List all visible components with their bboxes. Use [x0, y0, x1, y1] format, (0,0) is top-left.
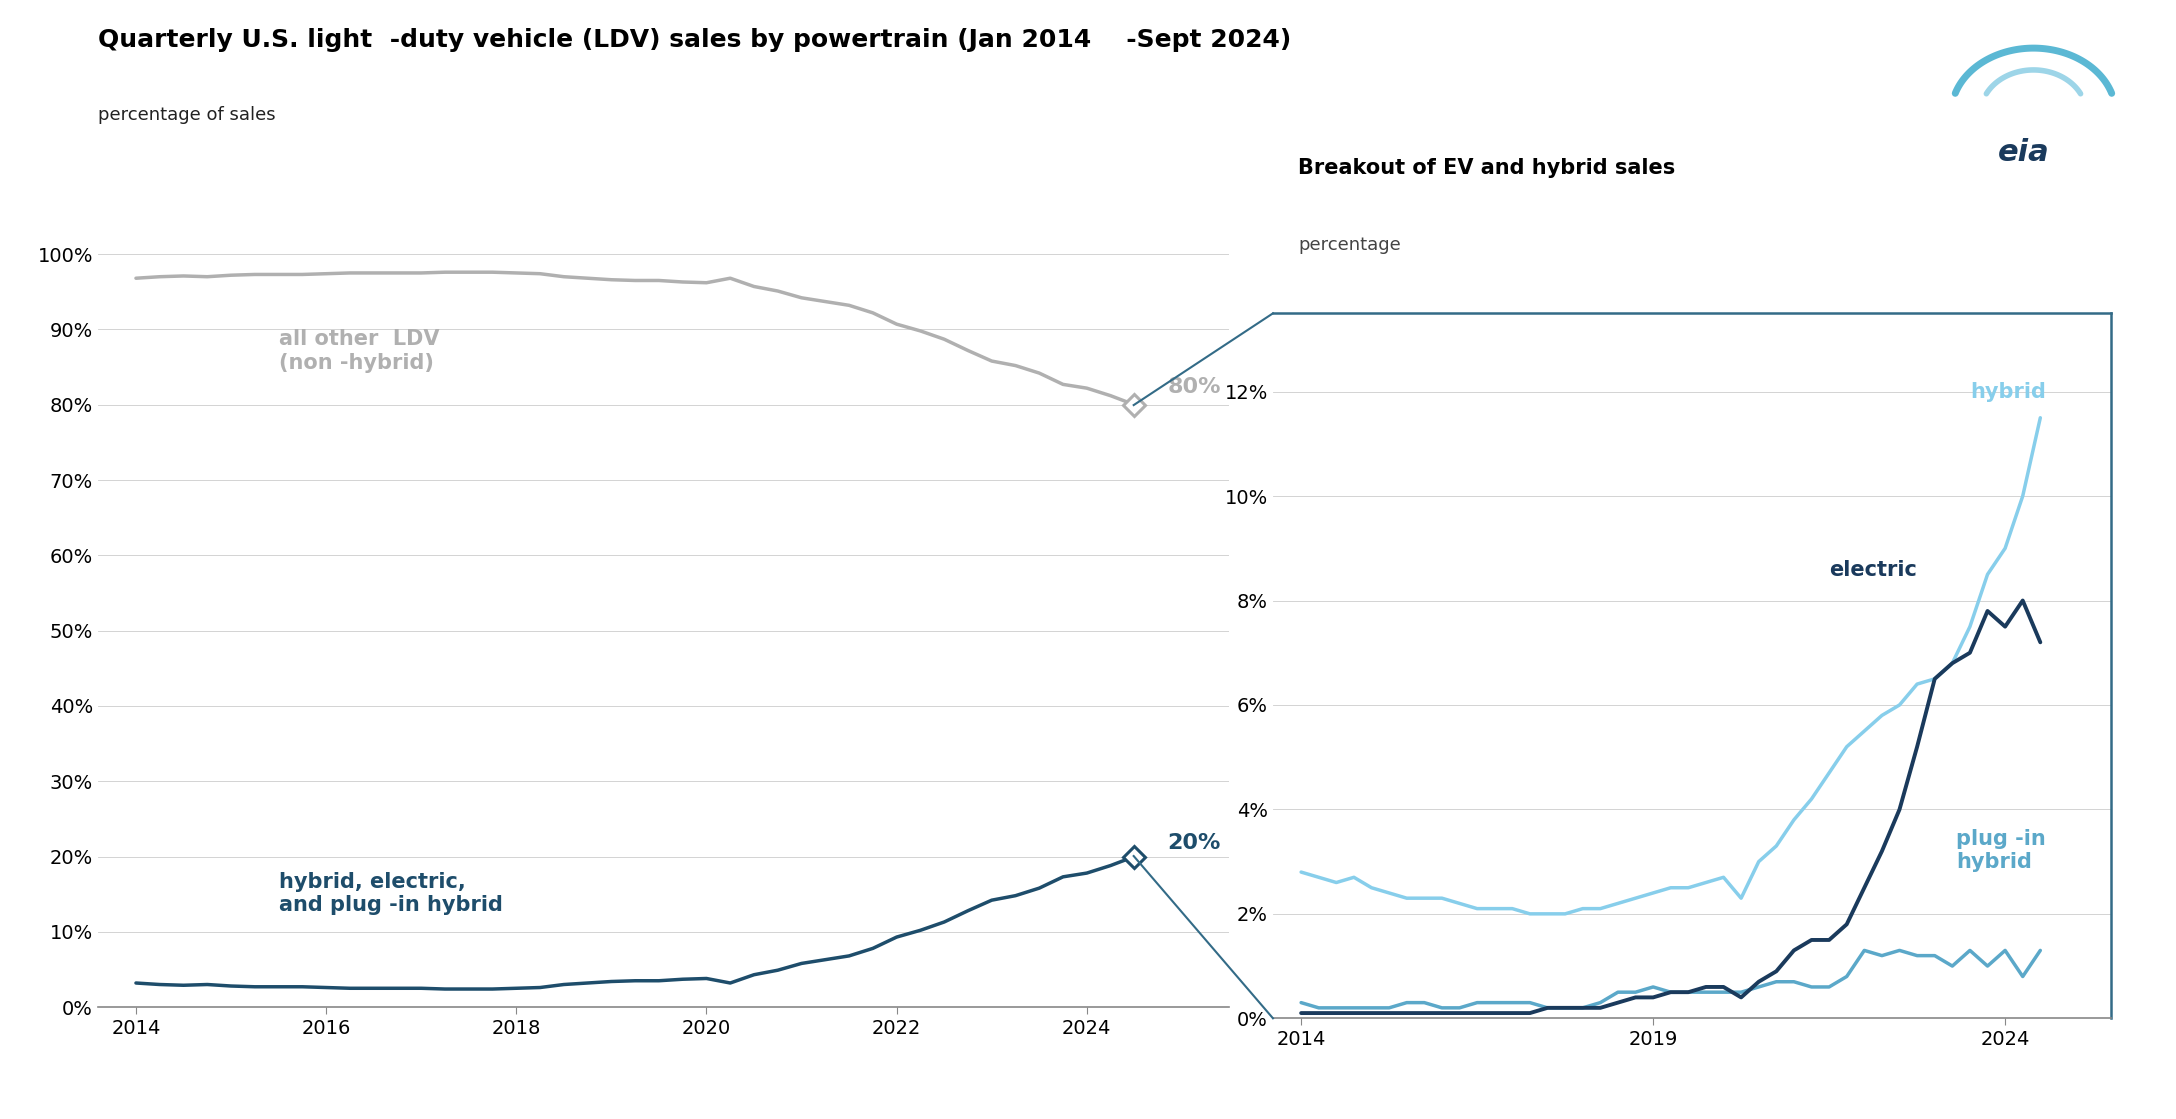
- Text: plug -in
hybrid: plug -in hybrid: [1956, 829, 2045, 872]
- Text: Breakout of EV and hybrid sales: Breakout of EV and hybrid sales: [1299, 158, 1676, 178]
- Text: electric: electric: [1830, 560, 1917, 580]
- Text: 20%: 20%: [1169, 833, 1221, 853]
- Text: Quarterly U.S. light  -duty vehicle (LDV) sales by powertrain (Jan 2014    -Sept: Quarterly U.S. light -duty vehicle (LDV)…: [98, 28, 1290, 51]
- Text: all other  LDV
(non -hybrid): all other LDV (non -hybrid): [279, 329, 440, 373]
- Text: percentage of sales: percentage of sales: [98, 106, 276, 124]
- Text: hybrid, electric,
and plug -in hybrid: hybrid, electric, and plug -in hybrid: [279, 872, 503, 914]
- Text: eia: eia: [1998, 139, 2050, 168]
- Text: hybrid: hybrid: [1969, 382, 2045, 402]
- Text: 80%: 80%: [1169, 377, 1221, 397]
- Text: percentage: percentage: [1299, 236, 1401, 254]
